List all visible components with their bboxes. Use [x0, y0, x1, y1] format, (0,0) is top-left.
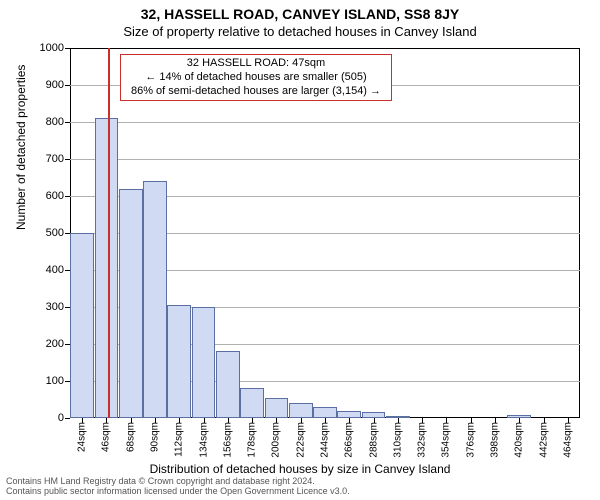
bar	[95, 118, 119, 418]
x-axis-label: Distribution of detached houses by size …	[0, 462, 600, 476]
ytick-label: 0	[30, 412, 64, 424]
ytick-mark	[65, 196, 70, 197]
bar	[192, 307, 216, 418]
ytick-label: 200	[30, 338, 64, 350]
xtick-label: 464sqm	[562, 422, 573, 458]
ytick-mark	[65, 85, 70, 86]
xtick-label: 398sqm	[490, 422, 501, 458]
bar	[289, 403, 313, 418]
ytick-mark	[65, 159, 70, 160]
bar	[143, 181, 167, 418]
xtick-label: 442sqm	[538, 422, 549, 458]
marker-line	[108, 48, 110, 418]
xtick-label: 420sqm	[514, 422, 525, 458]
xtick-label: 68sqm	[125, 422, 136, 452]
xtick-label: 354sqm	[441, 422, 452, 458]
xtick-label: 376sqm	[465, 422, 476, 458]
bar	[119, 189, 143, 418]
ytick-label: 800	[30, 116, 64, 128]
xtick-label: 156sqm	[222, 422, 233, 458]
y-axis-label: Number of detached properties	[14, 65, 28, 230]
ytick-label: 300	[30, 301, 64, 313]
bar	[167, 305, 191, 418]
xtick-label: 244sqm	[320, 422, 331, 458]
xtick-label: 46sqm	[101, 422, 112, 452]
xtick-label: 288sqm	[368, 422, 379, 458]
bar	[70, 233, 94, 418]
ytick-label: 500	[30, 227, 64, 239]
ytick-label: 900	[30, 79, 64, 91]
xtick-label: 112sqm	[174, 422, 185, 457]
gridline	[70, 159, 580, 160]
bar	[337, 411, 361, 418]
callout-line-2: ← 14% of detached houses are smaller (50…	[145, 71, 366, 83]
xtick-label: 266sqm	[344, 422, 355, 458]
bar	[216, 351, 240, 418]
xtick-label: 178sqm	[247, 422, 258, 458]
footnote-line-2: Contains public sector information licen…	[6, 486, 350, 496]
xtick-label: 332sqm	[417, 422, 428, 458]
bar	[240, 388, 264, 418]
callout-line-3: 86% of semi-detached houses are larger (…	[131, 85, 381, 97]
ytick-label: 400	[30, 264, 64, 276]
ytick-mark	[65, 48, 70, 49]
xtick-label: 310sqm	[392, 422, 403, 458]
xtick-label: 90sqm	[150, 422, 161, 452]
ytick-label: 700	[30, 153, 64, 165]
page-title: 32, HASSELL ROAD, CANVEY ISLAND, SS8 8JY	[0, 0, 600, 22]
ytick-mark	[65, 122, 70, 123]
xtick-label: 200sqm	[271, 422, 282, 458]
xtick-label: 222sqm	[295, 422, 306, 458]
ytick-label: 100	[30, 375, 64, 387]
xtick-label: 134sqm	[198, 422, 209, 458]
ytick-mark	[65, 418, 70, 419]
footnote: Contains HM Land Registry data © Crown c…	[6, 477, 350, 497]
bar	[265, 398, 289, 418]
chart-area: 0100200300400500600700800900100024sqm46s…	[70, 48, 580, 418]
page-subtitle: Size of property relative to detached ho…	[0, 22, 600, 39]
ytick-label: 600	[30, 190, 64, 202]
gridline	[70, 122, 580, 123]
xtick-label: 24sqm	[77, 422, 88, 452]
ytick-label: 1000	[30, 42, 64, 54]
bar	[313, 407, 337, 418]
callout-line-1: 32 HASSELL ROAD: 47sqm	[187, 57, 325, 69]
callout-box: 32 HASSELL ROAD: 47sqm ← 14% of detached …	[120, 54, 392, 101]
footnote-line-1: Contains HM Land Registry data © Crown c…	[6, 476, 315, 486]
